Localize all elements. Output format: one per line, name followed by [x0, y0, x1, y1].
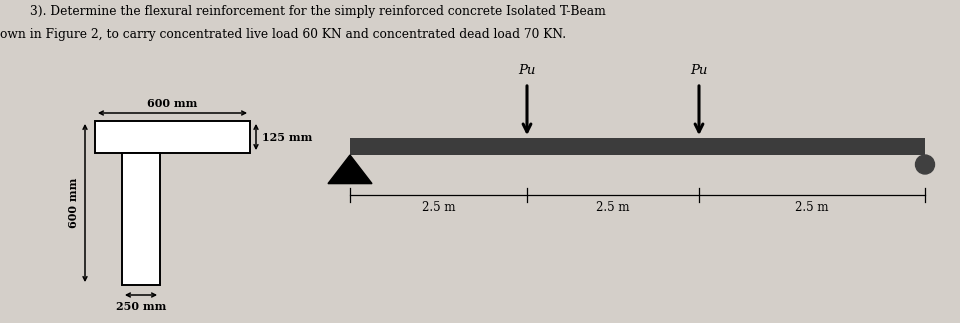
- Text: 250 mm: 250 mm: [116, 301, 166, 312]
- Bar: [122, 153, 160, 285]
- Text: Pu: Pu: [690, 64, 708, 77]
- Text: 2.5 m: 2.5 m: [596, 201, 630, 214]
- Bar: [350, 138, 925, 155]
- Text: 2.5 m: 2.5 m: [795, 201, 828, 214]
- Text: 3). Determine the flexural reinforcement for the simply reinforced concrete Isol: 3). Determine the flexural reinforcement…: [30, 5, 606, 18]
- Circle shape: [916, 155, 934, 174]
- Bar: [95, 121, 250, 153]
- Text: own in Figure 2, to carry concentrated live load 60 KN and concentrated dead loa: own in Figure 2, to carry concentrated l…: [0, 28, 566, 41]
- Text: 600 mm: 600 mm: [68, 178, 79, 228]
- Text: 600 mm: 600 mm: [147, 98, 198, 109]
- Text: 125 mm: 125 mm: [262, 131, 312, 142]
- Polygon shape: [328, 155, 372, 183]
- Text: 2.5 m: 2.5 m: [421, 201, 455, 214]
- Text: Pu: Pu: [518, 64, 536, 77]
